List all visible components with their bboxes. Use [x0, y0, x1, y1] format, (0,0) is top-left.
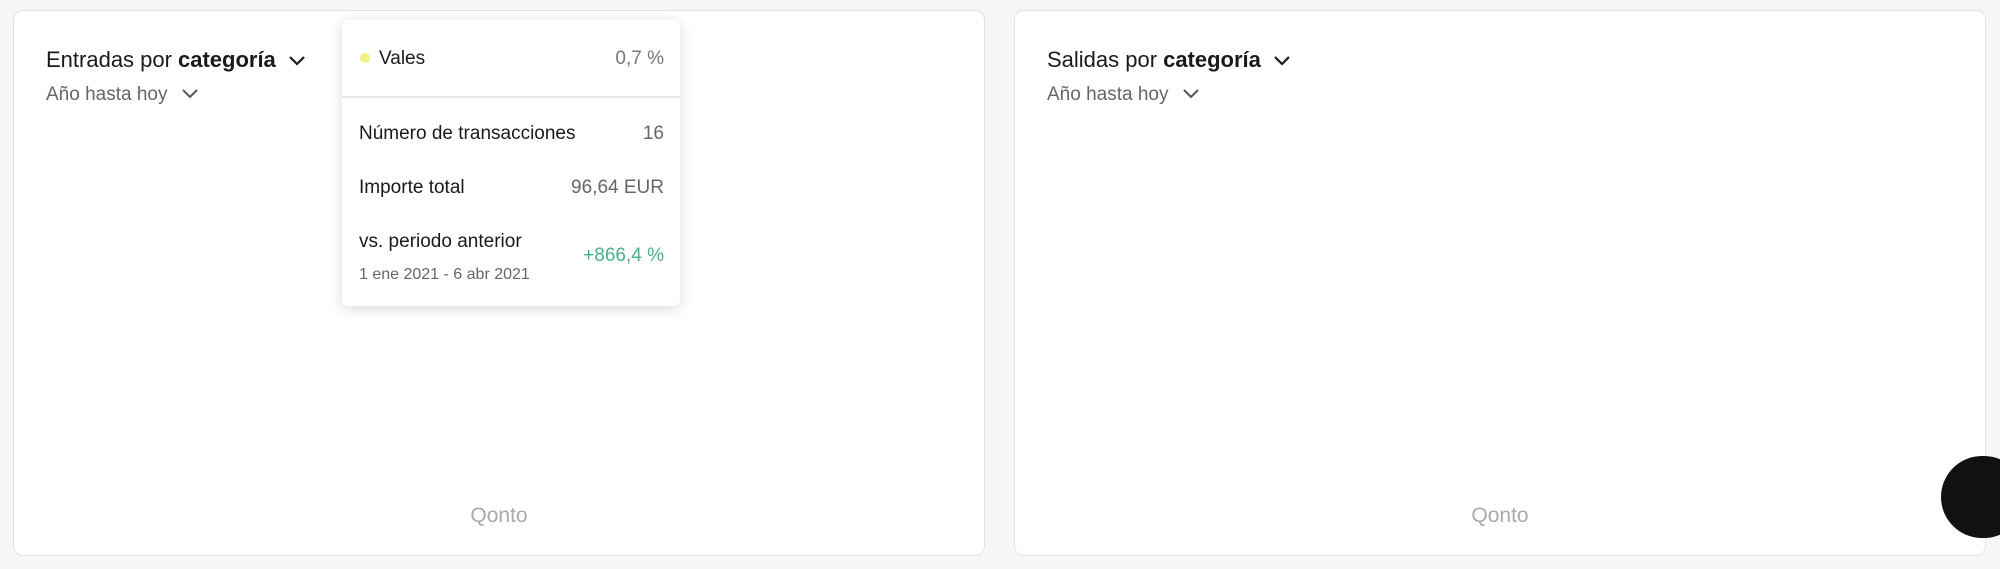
tooltip-header: Vales 0,7 %: [359, 48, 664, 70]
title: Salidas por: [1047, 47, 1158, 72]
brand: Qonto: [470, 504, 528, 527]
row-label: vs. periodo anterior: [359, 231, 522, 252]
swatch: [360, 53, 370, 63]
chart: [1015, 11, 1985, 555]
subtitle: Año hasta hoy: [46, 84, 168, 105]
divider: [342, 96, 680, 98]
tooltip-name: Vales: [359, 48, 425, 70]
row-label: Importe total: [359, 177, 465, 198]
title: Entradas por: [46, 47, 172, 72]
chevron: [1183, 89, 1199, 99]
tooltip: Vales 0,7 % Número de transacciones 16 Im…: [342, 20, 680, 306]
brand: Qonto: [1471, 504, 1529, 527]
row-value: 96,64 EUR: [571, 177, 664, 198]
period-filter[interactable]: Año hasta hoy: [1047, 84, 1200, 106]
row-value: 16: [642, 123, 664, 144]
row-value: +866,4 %: [583, 245, 664, 266]
chevron: [182, 89, 198, 99]
tooltip-row: Importe total 96,64 EUR: [359, 177, 664, 199]
row-note: 1 ene 2021 - 6 abr 2021: [359, 266, 530, 283]
tooltip-row: Número de transacciones 16: [359, 123, 664, 145]
tooltip-row: vs. periodo anterior +866,4 %: [359, 231, 664, 267]
tooltip-name-text: Vales: [379, 48, 426, 69]
title-emphasis: categoría: [1163, 47, 1261, 72]
subtitle: Año hasta hoy: [1047, 84, 1169, 105]
title-emphasis: categoría: [177, 47, 276, 72]
chat-button[interactable]: [1941, 456, 2000, 538]
row-label: Número de transacciones: [359, 123, 576, 144]
tooltip-share: 0,7 %: [615, 48, 664, 69]
period-filter[interactable]: Año hasta hoy: [46, 84, 199, 106]
